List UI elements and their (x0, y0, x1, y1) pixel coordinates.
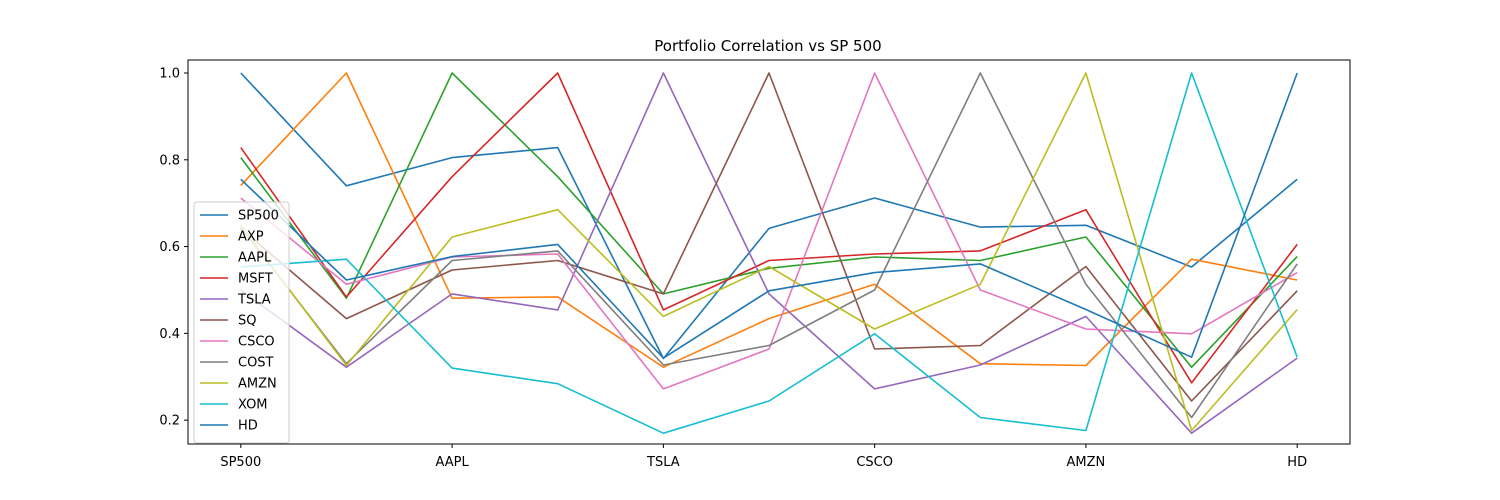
legend-label-sp500: SP500 (238, 209, 279, 224)
legend-label-msft: MSFT (238, 272, 273, 287)
x-axis: SP500 AAPL TSLA CSCO AMZN HD (220, 444, 1307, 470)
y-axis: 0.2 0.4 0.6 0.8 1.0 (159, 67, 188, 429)
series-line-aapl (240, 72, 1298, 369)
series-line-tsla (240, 72, 1298, 435)
x-tick-label: AAPL (435, 455, 469, 470)
x-tick-label: AMZN (1067, 455, 1106, 470)
axes-frame (187, 59, 1351, 445)
y-tick-label: 1.0 (159, 67, 180, 82)
series-line-xom (240, 72, 1298, 435)
plot-area (240, 72, 1298, 435)
legend-label-cost: COST (238, 356, 274, 371)
y-tick-label: 0.8 (159, 153, 180, 168)
series-line-cost (240, 72, 1298, 419)
series-line-sp500 (240, 72, 1298, 360)
series-line-hd (240, 72, 1298, 359)
y-tick-label: 0.4 (159, 327, 180, 342)
legend-label-tsla: TSLA (237, 293, 271, 308)
chart-title: Portfolio Correlation vs SP 500 (654, 37, 881, 55)
legend-label-xom: XOM (238, 398, 268, 413)
y-tick-label: 0.2 (159, 414, 180, 429)
series-line-msft (240, 72, 1298, 384)
y-tick-label: 0.6 (159, 240, 180, 255)
x-tick-label: HD (1287, 455, 1307, 470)
x-tick-label: CSCO (856, 455, 893, 470)
legend-label-axp: AXP (238, 230, 264, 245)
legend-label-aapl: AAPL (238, 251, 272, 266)
legend-label-hd: HD (238, 419, 258, 434)
series-line-axp (240, 72, 1298, 369)
legend-label-amzn: AMZN (238, 377, 277, 392)
legend: SP500 AXP AAPL MSFT TSLA SQ CSCO COST AMZN XOM HD (193, 201, 290, 444)
x-tick-label: SP500 (220, 455, 261, 470)
series-line-csco (240, 72, 1298, 390)
x-tick-label: TSLA (646, 455, 680, 470)
legend-label-sq: SQ (238, 314, 256, 329)
series-line-amzn (240, 72, 1298, 432)
legend-label-csco: CSCO (238, 335, 275, 350)
